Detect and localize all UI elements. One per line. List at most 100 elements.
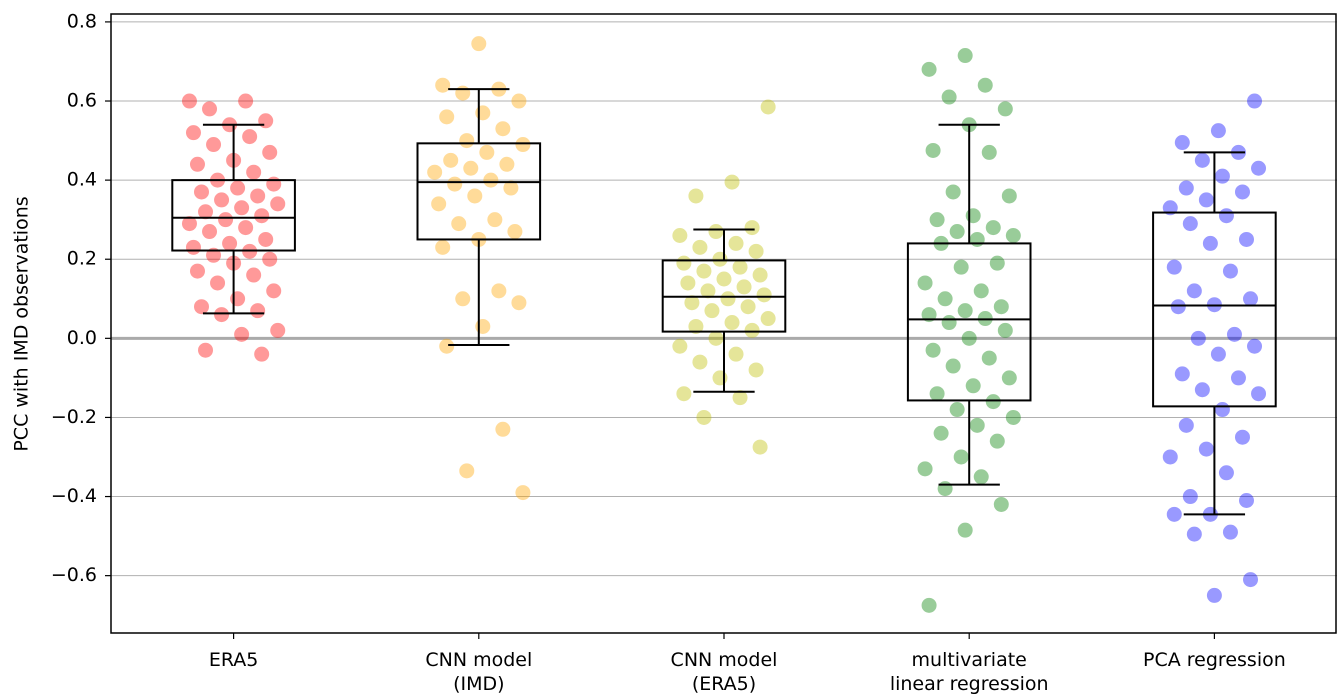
point: [189, 156, 205, 172]
point: [696, 263, 712, 279]
point: [270, 196, 286, 212]
point: [993, 299, 1009, 315]
point: [1206, 587, 1222, 603]
point: [1005, 227, 1021, 243]
point: [676, 255, 692, 271]
point: [925, 342, 941, 358]
point: [973, 283, 989, 299]
point: [997, 322, 1013, 338]
point: [250, 188, 266, 204]
point: [487, 212, 503, 228]
point: [945, 184, 961, 200]
point: [451, 216, 467, 232]
point: [471, 36, 487, 52]
point: [1210, 123, 1226, 139]
point: [439, 338, 455, 354]
point: [198, 342, 214, 358]
point: [475, 105, 491, 121]
point: [704, 303, 720, 319]
point: [692, 239, 708, 255]
point: [929, 212, 945, 228]
point: [957, 522, 973, 538]
point: [1190, 330, 1206, 346]
point: [475, 318, 491, 334]
point: [728, 235, 744, 251]
point: [1178, 180, 1194, 196]
x-tick-label: CNN model (ERA5): [671, 649, 778, 695]
point: [185, 125, 201, 141]
point: [708, 330, 724, 346]
point: [953, 259, 969, 275]
point: [1230, 370, 1246, 386]
point: [957, 48, 973, 64]
point: [1186, 526, 1202, 542]
point: [427, 164, 443, 180]
point: [1166, 506, 1182, 522]
point: [945, 358, 961, 374]
box: [1152, 211, 1277, 408]
point: [1186, 283, 1202, 299]
point: [262, 251, 278, 267]
y-tick-label: 0.4: [67, 169, 97, 191]
point: [194, 184, 210, 200]
point: [503, 180, 519, 196]
point: [467, 188, 483, 204]
point: [981, 350, 997, 366]
point: [969, 231, 985, 247]
point: [435, 239, 451, 255]
point: [1251, 160, 1267, 176]
point: [756, 287, 772, 303]
point: [989, 255, 1005, 271]
point: [222, 235, 238, 251]
point: [511, 295, 527, 311]
point: [1194, 152, 1210, 168]
point: [965, 378, 981, 394]
point: [246, 267, 262, 283]
point: [728, 346, 744, 362]
point: [1218, 465, 1234, 481]
point: [214, 307, 230, 323]
point: [479, 144, 495, 160]
point: [953, 449, 969, 465]
point: [917, 461, 933, 477]
point: [921, 597, 937, 613]
point: [712, 370, 728, 386]
point: [185, 239, 201, 255]
point: [439, 109, 455, 125]
point: [957, 303, 973, 319]
point: [1182, 216, 1198, 232]
point: [961, 330, 977, 346]
point: [1202, 235, 1218, 251]
x-tick-label: multivariate linear regression: [890, 649, 1049, 695]
y-axis-label: PCC with IMD observations: [11, 196, 33, 451]
point: [443, 152, 459, 168]
point: [680, 275, 696, 291]
point: [1166, 259, 1182, 275]
point: [230, 180, 246, 196]
point: [1243, 572, 1259, 588]
point: [937, 481, 953, 497]
point: [194, 299, 210, 315]
point: [1162, 449, 1178, 465]
point: [181, 93, 197, 109]
plot-frame: [110, 13, 1337, 634]
point: [266, 176, 282, 192]
point: [258, 113, 274, 129]
point: [744, 322, 760, 338]
x-tick-label: PCA regression: [1143, 649, 1286, 671]
point: [949, 224, 965, 240]
point: [969, 417, 985, 433]
point: [925, 142, 941, 158]
point: [716, 271, 732, 287]
point: [712, 251, 728, 267]
point: [258, 231, 274, 247]
box: [906, 242, 1032, 402]
point: [977, 77, 993, 93]
point: [246, 164, 262, 180]
point: [270, 322, 286, 338]
point: [431, 196, 447, 212]
point: [981, 144, 997, 160]
point: [210, 275, 226, 291]
point: [254, 346, 270, 362]
point: [933, 425, 949, 441]
